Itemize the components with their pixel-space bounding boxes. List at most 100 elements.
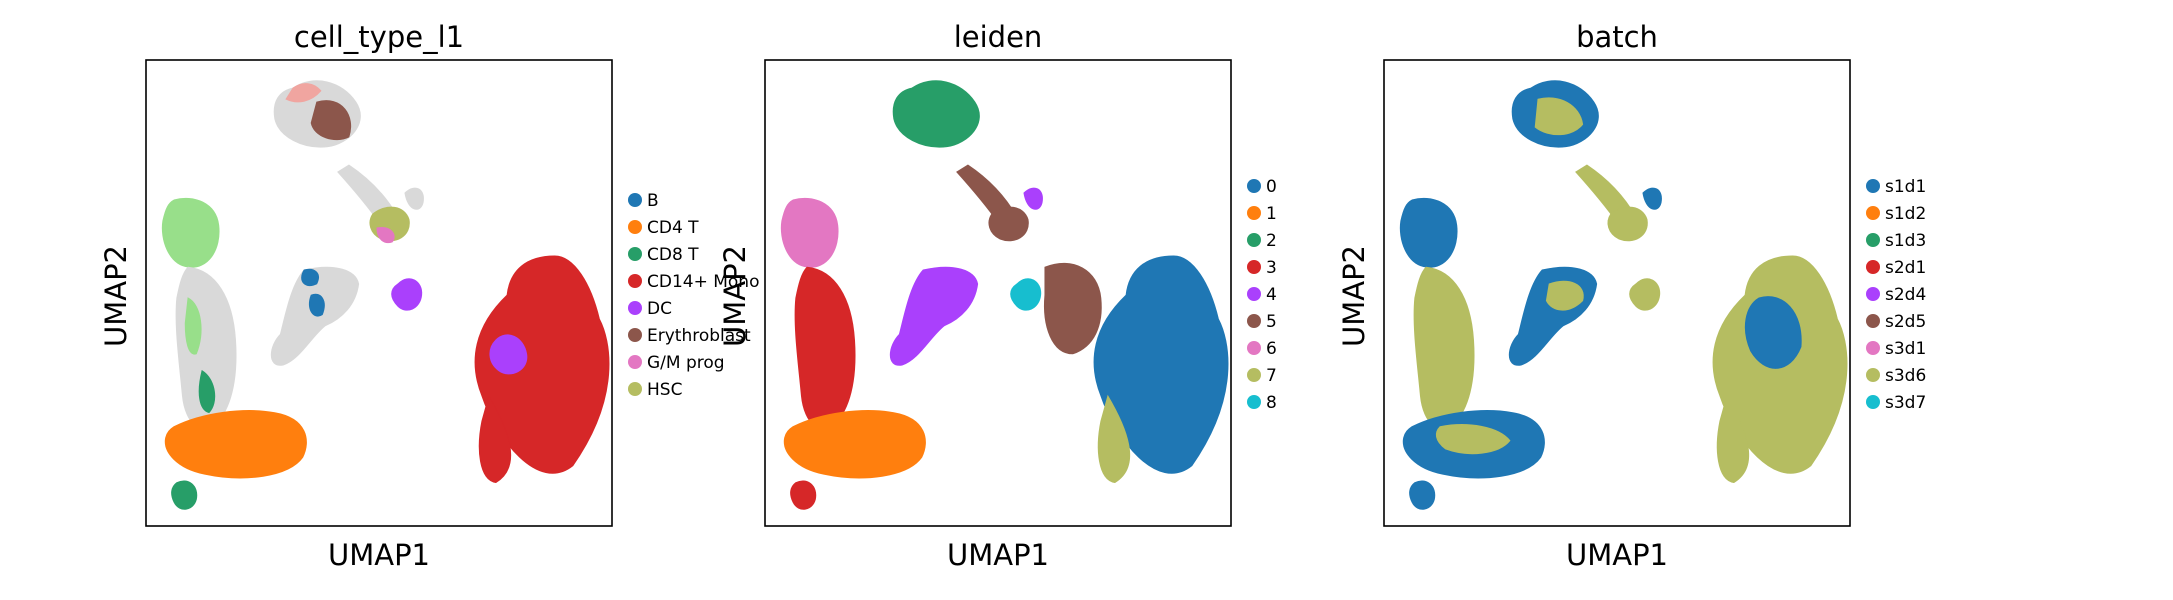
cluster-blob (184, 297, 202, 355)
cluster-blob (270, 266, 360, 366)
panel-title: leiden (954, 20, 1043, 54)
legend-marker (1247, 287, 1261, 301)
legend-marker (1866, 287, 1880, 301)
legend-entry: s1d1 (1866, 177, 1926, 197)
cluster-blob (285, 83, 322, 103)
cluster-blob (1534, 97, 1584, 136)
cluster-blob (310, 100, 351, 141)
legend-entry: 5 (1247, 312, 1277, 332)
cluster-blob (404, 187, 424, 210)
legend-marker (1247, 368, 1261, 382)
cluster-blob (889, 266, 979, 366)
legend-label: DC (647, 299, 672, 319)
legend-marker (1247, 395, 1261, 409)
cluster-blob (1744, 296, 1802, 369)
legend-label: CD4 T (647, 218, 699, 238)
legend-marker (1866, 395, 1880, 409)
legend-marker (628, 328, 642, 342)
legend: s1d1 s1d2 s1d3 s2d1 s2d4 s2d5 s3d1 s3d6 s3d7 (1866, 177, 1926, 413)
cluster-blob (1642, 187, 1662, 210)
cluster-blob (474, 255, 610, 474)
legend-entry: 8 (1247, 393, 1277, 413)
legend-label: CD8 T (647, 245, 699, 265)
legend-entry: 2 (1247, 231, 1277, 251)
legend-entry: CD14+ Mono (628, 272, 759, 292)
cluster-blob (780, 197, 839, 268)
cluster-blob (1010, 278, 1042, 311)
legend-entry: s3d7 (1866, 393, 1926, 413)
cluster-blob (1716, 394, 1750, 484)
plot-frame (764, 59, 1232, 527)
legend-marker (1247, 206, 1261, 220)
legend-entry: HSC (628, 380, 682, 400)
cluster-blob (301, 268, 319, 287)
legend-marker (628, 382, 642, 396)
legend-marker (628, 274, 642, 288)
cluster-blob (376, 227, 395, 244)
legend-label: HSC (647, 380, 682, 400)
umap-points (780, 80, 1229, 510)
plot-frame (145, 59, 613, 527)
cluster-blob (1399, 197, 1458, 268)
cluster-blob (489, 334, 528, 375)
legend-label: s2d4 (1885, 285, 1926, 305)
cluster-blob (1093, 255, 1229, 474)
legend-entry: DC (628, 299, 672, 319)
legend-entry: 7 (1247, 366, 1277, 386)
legend-label: s3d6 (1885, 366, 1926, 386)
cluster-blob (1629, 278, 1661, 311)
cluster-blob (171, 480, 198, 510)
legend-label: 4 (1266, 285, 1277, 305)
cluster-blob (1023, 187, 1043, 210)
legend-marker (1247, 341, 1261, 355)
legend-marker (628, 220, 642, 234)
legend-label: 5 (1266, 312, 1277, 332)
legend-entry: s1d3 (1866, 231, 1926, 251)
legend-label: s1d1 (1885, 177, 1926, 197)
cluster-blob (478, 394, 512, 484)
legend-marker (628, 193, 642, 207)
legend-label: s1d3 (1885, 231, 1926, 251)
legend-entry: s3d1 (1866, 339, 1926, 359)
legend-label: G/M prog (647, 353, 725, 373)
legend-marker (1866, 368, 1880, 382)
legend-marker (1866, 260, 1880, 274)
cluster-blob (198, 370, 216, 414)
legend-label: s2d5 (1885, 312, 1926, 332)
legend-entry: B (628, 191, 659, 211)
legend-marker (1866, 341, 1880, 355)
legend-label: s2d1 (1885, 258, 1926, 278)
panel-cell-type: cell_type_l1 UMAP1 UMAP2 B CD4 T CD8 T CD14… (99, 20, 759, 572)
legend-entry: 3 (1247, 258, 1277, 278)
legend-label: 1 (1266, 204, 1277, 224)
legend-label: 3 (1266, 258, 1277, 278)
legend-marker (628, 247, 642, 261)
panel-leiden: leiden UMAP1 UMAP2 0 1 2 3 4 5 6 7 8 (718, 20, 1277, 572)
panel-batch: batch UMAP1 UMAP2 s1d1 s1d2 s1d3 s2d1 s2d4 s2… (1337, 20, 1926, 572)
legend-marker (1866, 206, 1880, 220)
cluster-blob (1435, 424, 1511, 455)
cluster-blob (308, 293, 325, 317)
cluster-blob (1607, 206, 1648, 242)
legend-label: 6 (1266, 339, 1277, 359)
x-axis-label: UMAP1 (1566, 538, 1668, 572)
legend-entry: s2d1 (1866, 258, 1926, 278)
legend-label: s1d2 (1885, 204, 1926, 224)
scatter-area (161, 80, 610, 510)
cluster-blob (988, 206, 1029, 242)
legend: B CD4 T CD8 T CD14+ Mono DC Erythroblast G/M p… (628, 191, 759, 400)
plot-frame (1383, 59, 1851, 527)
panel-title: cell_type_l1 (294, 20, 464, 54)
cluster-blob (783, 410, 926, 479)
cluster-blob (1097, 394, 1131, 484)
legend-entry: s2d4 (1866, 285, 1926, 305)
legend-entry: s1d2 (1866, 204, 1926, 224)
legend-entry: 0 (1247, 177, 1277, 197)
legend-label: s3d1 (1885, 339, 1926, 359)
cluster-blob (391, 278, 423, 311)
y-axis-label: UMAP2 (718, 245, 752, 347)
legend-entry: s3d6 (1866, 366, 1926, 386)
legend-marker (1866, 179, 1880, 193)
umap-points (1399, 80, 1848, 510)
